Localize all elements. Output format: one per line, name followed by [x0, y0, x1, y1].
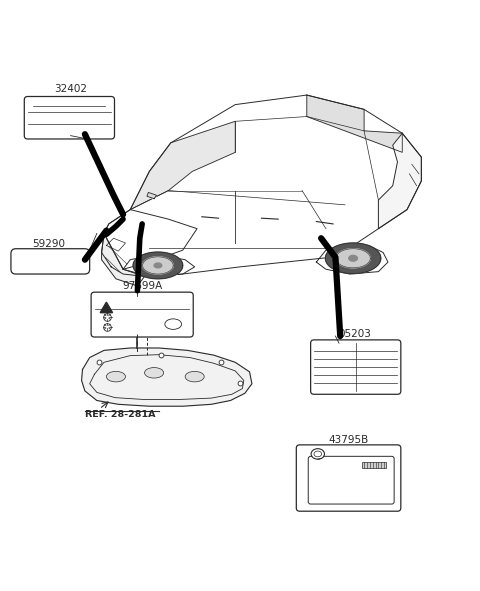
FancyBboxPatch shape — [308, 456, 394, 504]
Ellipse shape — [314, 451, 322, 457]
FancyBboxPatch shape — [24, 96, 115, 139]
Bar — [362, 462, 386, 468]
FancyBboxPatch shape — [91, 292, 193, 337]
Ellipse shape — [107, 371, 125, 382]
Polygon shape — [133, 252, 183, 279]
Text: 32402: 32402 — [54, 84, 87, 94]
Polygon shape — [102, 95, 421, 277]
Ellipse shape — [165, 319, 181, 329]
Polygon shape — [307, 95, 402, 152]
Polygon shape — [336, 249, 370, 268]
Polygon shape — [104, 210, 197, 269]
Polygon shape — [378, 133, 421, 229]
Polygon shape — [130, 121, 235, 210]
Polygon shape — [123, 256, 195, 277]
Text: REF. 28-281A: REF. 28-281A — [85, 410, 156, 419]
Ellipse shape — [144, 368, 164, 378]
Polygon shape — [316, 245, 388, 274]
Text: 97699A: 97699A — [122, 281, 162, 291]
Polygon shape — [154, 263, 162, 268]
Ellipse shape — [311, 449, 324, 459]
FancyBboxPatch shape — [296, 445, 401, 511]
Polygon shape — [325, 243, 381, 274]
Polygon shape — [147, 193, 156, 199]
Ellipse shape — [185, 371, 204, 382]
FancyBboxPatch shape — [11, 249, 90, 274]
Text: 05203: 05203 — [338, 329, 371, 339]
Polygon shape — [100, 302, 113, 313]
Polygon shape — [82, 348, 252, 406]
Polygon shape — [349, 255, 358, 261]
Polygon shape — [102, 233, 144, 286]
Text: 43795B: 43795B — [329, 436, 369, 446]
Text: 59290: 59290 — [33, 239, 66, 249]
FancyBboxPatch shape — [311, 340, 401, 394]
Polygon shape — [143, 257, 173, 274]
